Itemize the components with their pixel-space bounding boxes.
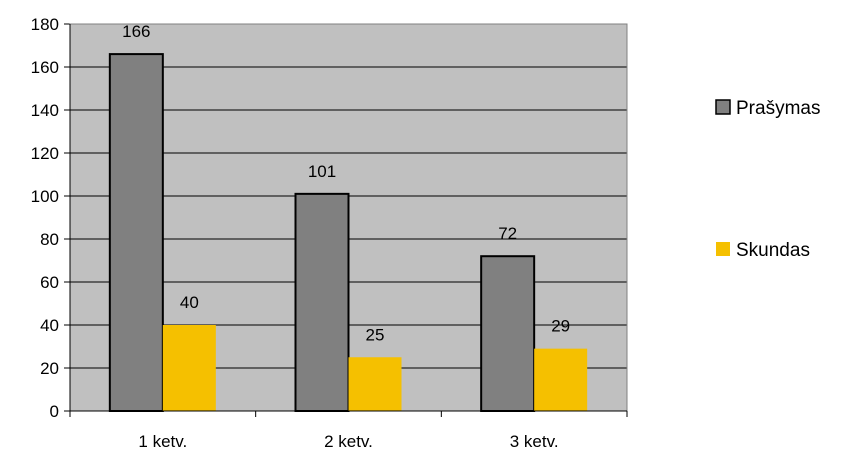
axes-group	[64, 23, 628, 417]
bar-skundas	[534, 348, 588, 411]
y-tick-label: 20	[40, 359, 59, 378]
data-label: 101	[308, 162, 336, 181]
x-tick-label: 3 ketv.	[510, 432, 559, 451]
bar-prasymas	[294, 192, 350, 412]
y-tick-label: 60	[40, 273, 59, 292]
legend-swatch	[715, 99, 731, 115]
x-tick-label: 1 ketv.	[138, 432, 187, 451]
data-labels-group: 166 40 101 25 72 29	[122, 22, 570, 344]
data-label: 166	[122, 22, 150, 41]
bar-skundas	[162, 325, 216, 411]
y-tick-label: 40	[40, 316, 59, 335]
legend: Prašymas Skundas	[715, 98, 820, 261]
y-tick-label: 160	[31, 58, 59, 77]
bar-skundas	[348, 357, 402, 411]
data-label: 40	[180, 293, 199, 312]
bar-prasymas	[108, 53, 164, 412]
data-label: 72	[498, 224, 517, 243]
x-tick-label: 2 ketv.	[324, 432, 373, 451]
data-label: 29	[551, 317, 570, 336]
y-tick-label: 180	[31, 15, 59, 34]
y-tick-labels: 0 20 40 60 80 100 120 140 160 180	[31, 15, 59, 421]
bars-group	[108, 53, 588, 413]
y-tick-label: 0	[50, 402, 59, 421]
legend-label: Skundas	[736, 240, 810, 261]
legend-label: Prašymas	[736, 98, 820, 119]
bar-prasymas	[480, 255, 536, 413]
data-label: 25	[366, 325, 385, 344]
x-tick-labels: 1 ketv. 2 ketv. 3 ketv.	[138, 432, 558, 451]
y-tick-label: 120	[31, 144, 59, 163]
legend-swatch	[716, 242, 730, 256]
y-tick-label: 140	[31, 101, 59, 120]
y-tick-label: 80	[40, 230, 59, 249]
y-tick-label: 100	[31, 187, 59, 206]
